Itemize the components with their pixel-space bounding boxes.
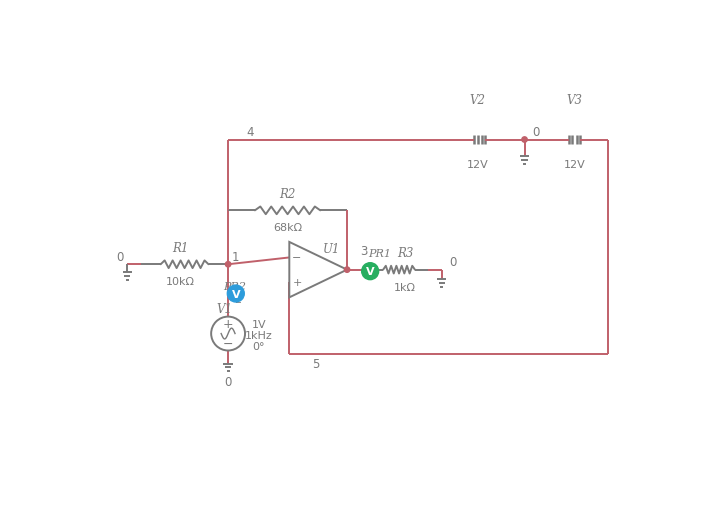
Text: 4: 4: [246, 125, 253, 138]
Text: 3: 3: [361, 244, 368, 258]
Text: 12V: 12V: [564, 160, 585, 170]
Circle shape: [362, 263, 378, 280]
Text: V: V: [231, 289, 240, 299]
Text: +: +: [223, 318, 233, 330]
Text: 5: 5: [313, 357, 320, 371]
Text: R2: R2: [279, 187, 296, 201]
Text: PR2: PR2: [223, 281, 246, 291]
Text: U1: U1: [323, 242, 341, 255]
Text: V2: V2: [470, 94, 486, 107]
Text: 12V: 12V: [467, 160, 488, 170]
Text: 0: 0: [224, 375, 232, 388]
Text: 1V: 1V: [251, 320, 266, 330]
Text: 10kΩ: 10kΩ: [166, 277, 195, 287]
Text: 0: 0: [116, 250, 124, 264]
Text: V3: V3: [567, 94, 583, 107]
Text: 1: 1: [232, 250, 239, 264]
Circle shape: [226, 262, 231, 267]
Text: R3: R3: [397, 247, 413, 260]
Text: R1: R1: [173, 241, 189, 254]
Text: +: +: [292, 277, 302, 287]
Text: 1kHz: 1kHz: [245, 330, 273, 341]
Text: PR1: PR1: [368, 248, 391, 258]
Text: 68kΩ: 68kΩ: [273, 223, 302, 233]
Circle shape: [227, 286, 244, 302]
Text: 2: 2: [233, 294, 241, 304]
Circle shape: [522, 137, 527, 143]
Text: 0°: 0°: [253, 341, 265, 351]
Text: −: −: [223, 337, 233, 350]
Text: V: V: [366, 267, 374, 276]
Text: −: −: [292, 253, 302, 263]
Text: 0: 0: [449, 256, 456, 269]
Circle shape: [344, 267, 350, 273]
Text: 0: 0: [533, 125, 540, 138]
Text: V1: V1: [216, 303, 232, 316]
Text: 1kΩ: 1kΩ: [394, 282, 416, 292]
